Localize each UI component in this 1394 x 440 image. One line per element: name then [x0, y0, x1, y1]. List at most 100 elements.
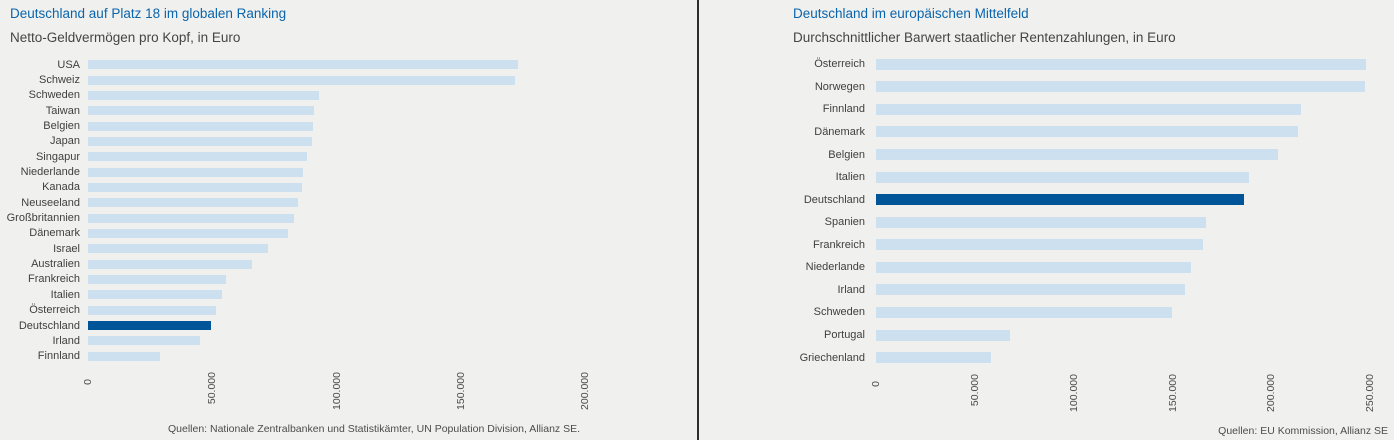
bar-track	[88, 213, 660, 223]
bar	[88, 136, 312, 146]
bar-track	[88, 336, 660, 346]
bar-chart-pension-present-value: Österreich Norwegen Finnland Dänemark Belgie…	[699, 53, 1394, 369]
chart-row: Neuseeland	[0, 195, 697, 210]
bar	[88, 90, 320, 100]
category-label: Frankreich	[28, 273, 80, 286]
category-label: Israel	[53, 242, 80, 255]
chart-panel-pension-values: Deutschland im europäischen Mittelfeld D…	[699, 0, 1394, 440]
bar	[88, 244, 269, 254]
chart-row: Schweden	[699, 301, 1394, 324]
bar	[88, 182, 302, 192]
axis-tick-label: 150.000	[1166, 373, 1179, 412]
chart-row: Dänemark	[0, 226, 697, 241]
category-label: Australien	[31, 258, 80, 271]
bar	[88, 167, 304, 177]
chart-row: Niederlande	[0, 164, 697, 179]
chart-row: Taiwan	[0, 103, 697, 118]
chart-row: Dänemark	[699, 121, 1394, 144]
bar	[88, 336, 200, 346]
bar-track	[876, 352, 1390, 364]
chart-row: Frankreich	[0, 272, 697, 287]
category-label: Großbritannien	[6, 212, 80, 225]
bar-track	[88, 274, 660, 284]
bar-track	[876, 81, 1390, 93]
bar-track	[88, 228, 660, 238]
chart-row: Schweiz	[0, 72, 697, 87]
axis-tick-label: 100.000	[1067, 373, 1080, 412]
axis-tick-label: 200.000	[579, 371, 592, 410]
chart-row: Australien	[0, 256, 697, 271]
bar	[88, 274, 227, 284]
bar	[876, 81, 1366, 93]
bar	[876, 329, 1011, 341]
chart-row: Israel	[0, 241, 697, 256]
chart-row: Belgien	[0, 118, 697, 133]
bar	[88, 60, 519, 70]
bar	[876, 239, 1204, 251]
bar-track	[876, 261, 1390, 273]
category-label: Taiwan	[45, 104, 80, 117]
source-note-left: Quellen: Nationale Zentralbanken und Sta…	[167, 422, 581, 435]
category-label: Italien	[835, 171, 865, 184]
chart-row: Österreich	[0, 303, 697, 318]
axis-track: 0 50.000 100.000 150.000 200.000 250.000	[870, 372, 1390, 422]
bar-track	[876, 149, 1390, 161]
bar	[876, 126, 1299, 138]
bar-track	[88, 321, 660, 331]
bar	[88, 290, 223, 300]
chart-row: Finnland	[0, 349, 697, 364]
category-label: Japan	[50, 135, 80, 148]
axis-tick-label: 250.000	[1364, 373, 1377, 412]
bar-track	[88, 182, 660, 192]
bar-highlighted	[88, 321, 212, 331]
chart-row: Spanien	[699, 211, 1394, 234]
axis-tick-label: 100.000	[330, 371, 343, 410]
bar-track	[88, 90, 660, 100]
category-label: Österreich	[29, 304, 80, 317]
bar-track	[88, 60, 660, 70]
bar-track	[876, 103, 1390, 115]
bar-highlighted	[876, 194, 1244, 206]
bar	[88, 75, 515, 85]
category-label: Kanada	[42, 181, 80, 194]
bar	[876, 216, 1207, 228]
category-label: Irland	[837, 283, 865, 296]
bar-track	[88, 136, 660, 146]
axis-tick-label: 50.000	[968, 373, 981, 406]
category-label: Niederlande	[20, 166, 80, 179]
source-note-right: Quellen: EU Kommission, Allianz SE	[1218, 424, 1388, 437]
bar	[88, 152, 307, 162]
chart-row: Kanada	[0, 180, 697, 195]
bar	[876, 171, 1249, 183]
chart-row: Belgien	[699, 143, 1394, 166]
chart-title-right: Deutschland im europäischen Mittelfeld	[793, 6, 1029, 21]
panel-divider	[697, 0, 699, 440]
bar	[876, 261, 1192, 273]
x-axis-left: 0 50.000 100.000 150.000 200.000	[0, 370, 697, 420]
chart-row: Italien	[699, 166, 1394, 189]
category-label: Deutschland	[18, 319, 80, 332]
chart-row: Portugal	[699, 324, 1394, 347]
bar-track	[876, 126, 1390, 138]
bar-track	[88, 259, 660, 269]
bar-track	[876, 329, 1390, 341]
category-label: Singapur	[35, 150, 80, 163]
chart-row: Griechenland	[699, 346, 1394, 369]
axis-tick-label: 200.000	[1265, 373, 1278, 412]
bar-track	[876, 239, 1390, 251]
bar	[88, 106, 315, 116]
bar	[88, 213, 295, 223]
bar-track	[88, 290, 660, 300]
bar-track	[876, 284, 1390, 296]
x-axis-right: 0 50.000 100.000 150.000 200.000 250.000	[699, 372, 1394, 422]
bar-track	[88, 198, 660, 208]
bar-track	[88, 351, 660, 361]
chart-row: Finnland	[699, 98, 1394, 121]
chart-row: Norwegen	[699, 76, 1394, 99]
chart-row: Österreich	[699, 53, 1394, 76]
chart-row: Italien	[0, 287, 697, 302]
bar-track	[88, 244, 660, 254]
bar	[876, 58, 1367, 70]
axis-tick-label: 50.000	[206, 371, 219, 404]
